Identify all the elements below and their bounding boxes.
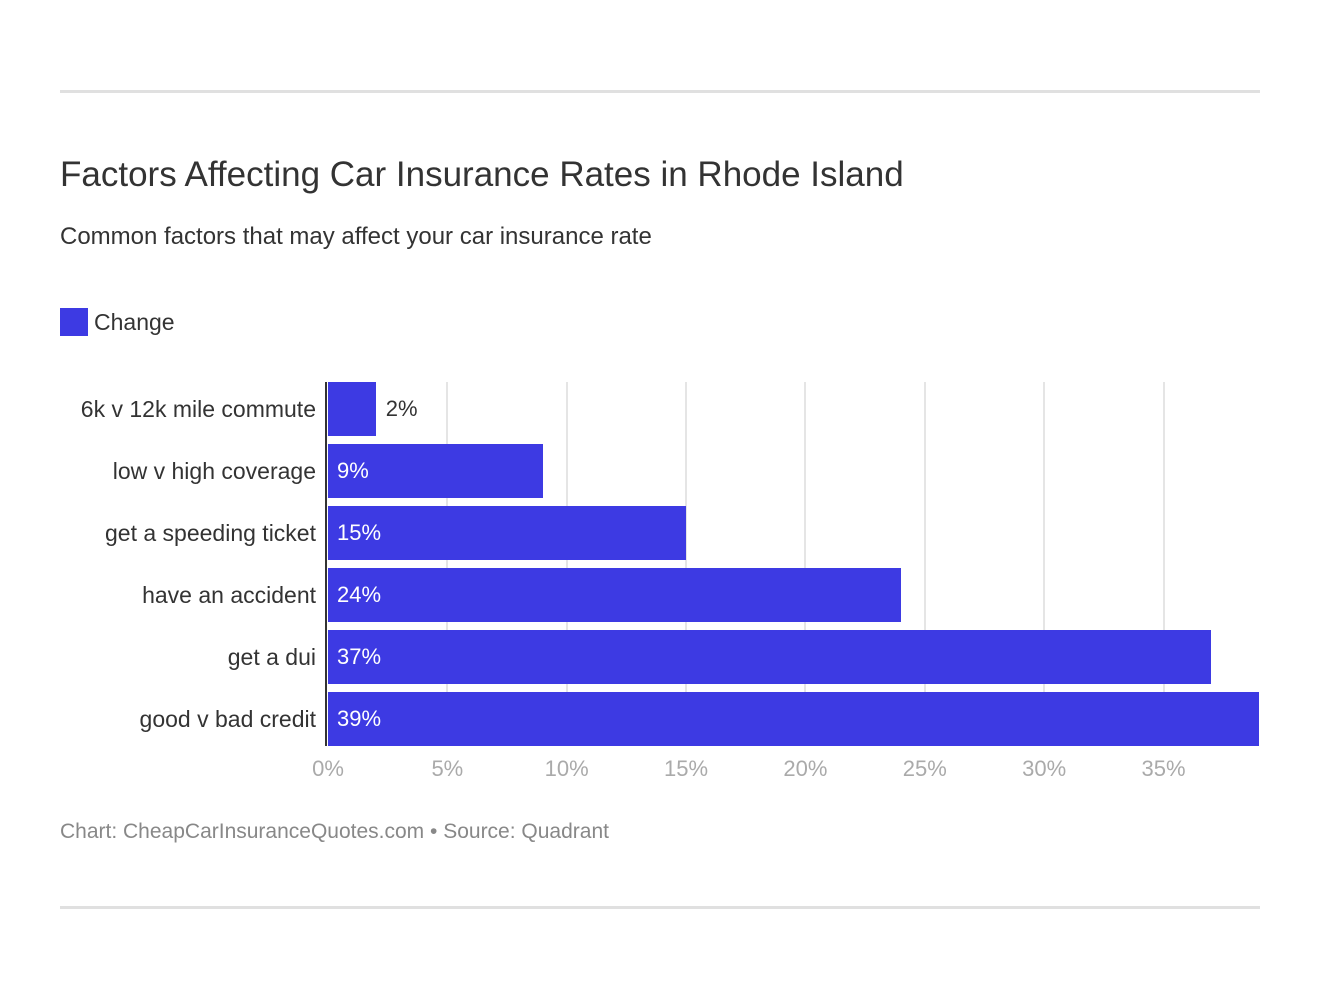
chart-subtitle: Common factors that may affect your car … bbox=[60, 223, 652, 250]
top-divider bbox=[60, 90, 1260, 93]
category-label: have an accident bbox=[142, 582, 316, 608]
value-label: 37% bbox=[337, 644, 382, 669]
gridline bbox=[446, 382, 449, 746]
x-tick-label: 30% bbox=[1022, 756, 1067, 781]
legend-swatch bbox=[60, 308, 88, 336]
x-tick-label: 35% bbox=[1141, 756, 1186, 781]
x-tick-label: 0% bbox=[312, 756, 344, 781]
value-label: 24% bbox=[337, 582, 382, 607]
bar bbox=[328, 506, 687, 560]
gridline bbox=[804, 382, 807, 746]
bottom-divider bbox=[60, 906, 1260, 909]
chart-title: Factors Affecting Car Insurance Rates in… bbox=[60, 155, 904, 194]
x-tick-label: 25% bbox=[902, 756, 947, 781]
bar bbox=[328, 382, 376, 436]
value-label: 9% bbox=[337, 458, 369, 483]
value-label: 39% bbox=[337, 706, 382, 731]
category-label: 6k v 12k mile commute bbox=[80, 396, 316, 422]
bar bbox=[328, 568, 901, 622]
x-tick-label: 10% bbox=[544, 756, 589, 781]
bar bbox=[328, 444, 543, 498]
category-label: get a speeding ticket bbox=[105, 520, 316, 546]
x-tick-label: 15% bbox=[664, 756, 709, 781]
value-label: 15% bbox=[337, 520, 382, 545]
gridline bbox=[1162, 382, 1165, 746]
category-label: good v bad credit bbox=[139, 706, 316, 732]
legend: Change bbox=[60, 308, 175, 336]
category-label: get a dui bbox=[227, 644, 316, 670]
bar bbox=[328, 692, 1259, 746]
gridline bbox=[565, 382, 568, 746]
bar bbox=[328, 630, 1212, 684]
gridline bbox=[1043, 382, 1046, 746]
y-axis-line bbox=[325, 382, 327, 746]
category-label: low v high coverage bbox=[112, 458, 316, 484]
value-label: 2% bbox=[385, 396, 418, 421]
chart-footer: Chart: CheapCarInsuranceQuotes.com • Sou… bbox=[60, 820, 609, 843]
legend-label: Change bbox=[94, 308, 175, 335]
gridline bbox=[685, 382, 688, 746]
x-tick-label: 20% bbox=[783, 756, 828, 781]
x-tick-label: 5% bbox=[431, 756, 464, 781]
gridline bbox=[923, 382, 926, 746]
